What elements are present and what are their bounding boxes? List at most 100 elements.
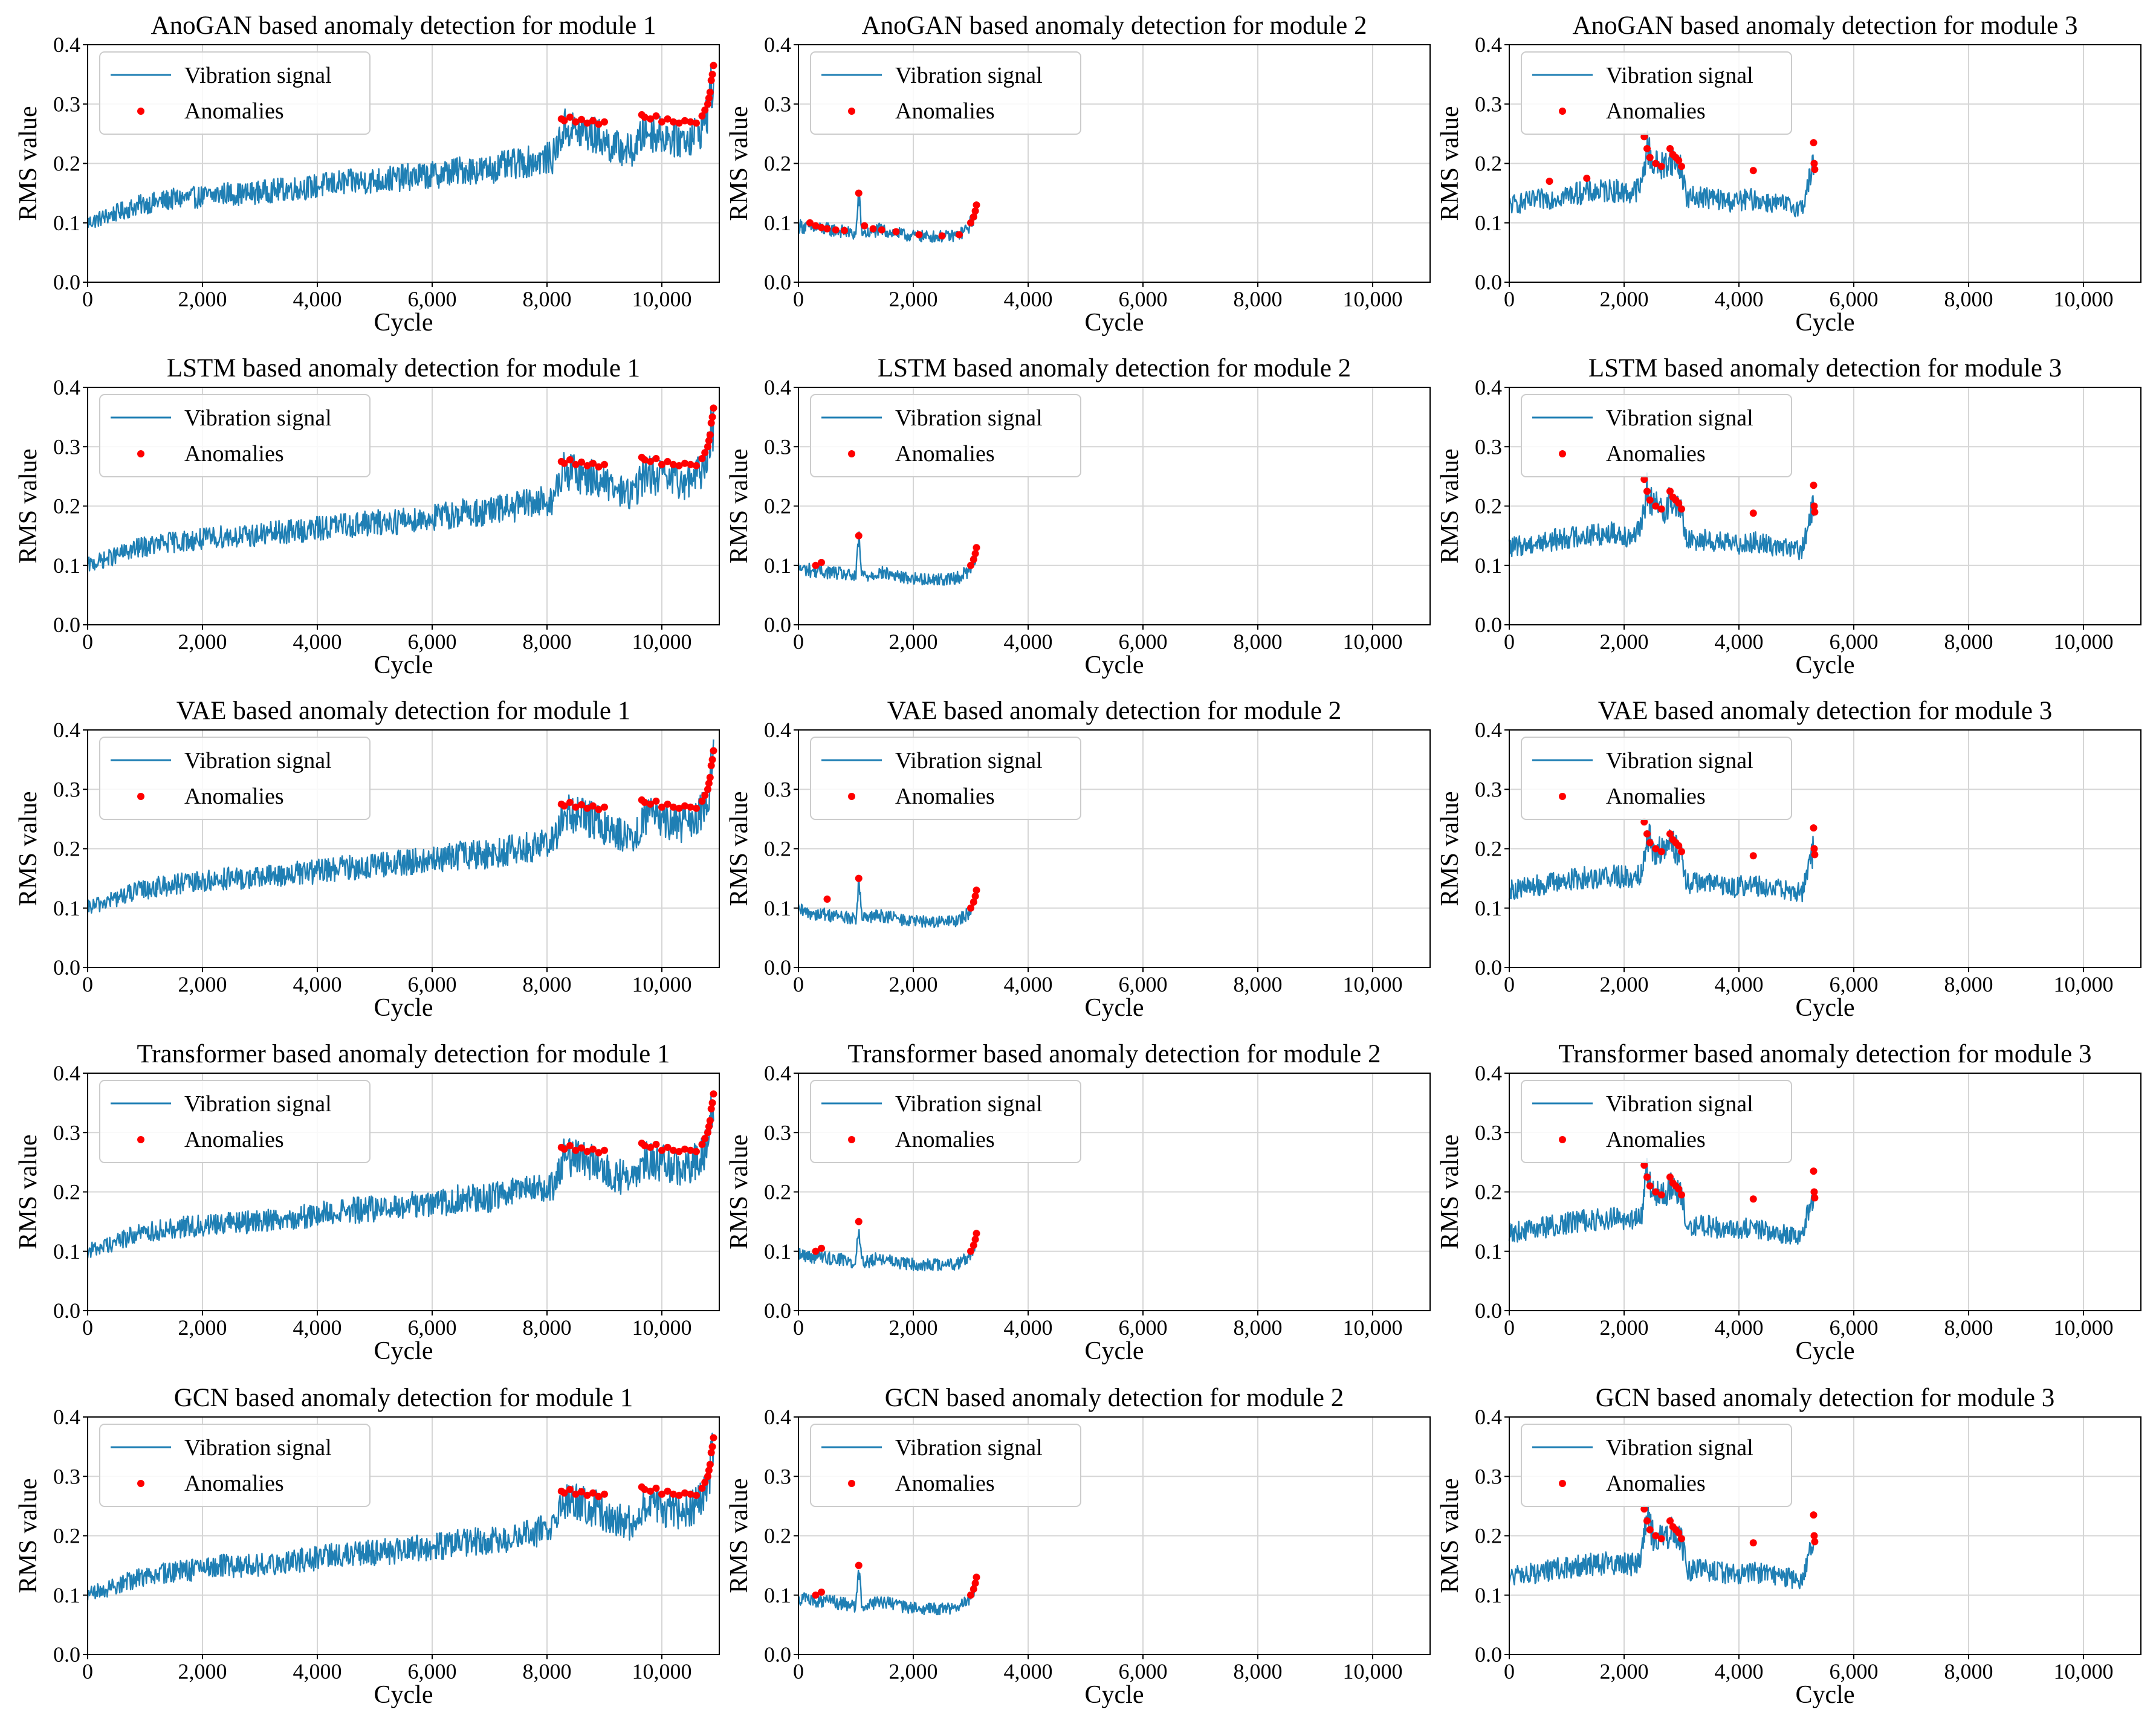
x-tick-label: 10,000 xyxy=(1343,630,1403,654)
anomaly-point xyxy=(1652,845,1660,853)
anomaly-point xyxy=(832,226,840,234)
anomaly-point xyxy=(572,460,580,468)
subplot-title: AnoGAN based anomaly detection for modul… xyxy=(151,11,656,40)
legend: Vibration signal Anomalies xyxy=(810,394,1081,477)
anomaly-point xyxy=(595,120,603,128)
y-tick-label: 0.0 xyxy=(764,613,791,637)
subplot-title: VAE based anomaly detection for module 2 xyxy=(887,697,1342,725)
x-tick-label: 10,000 xyxy=(1343,1659,1403,1683)
anomaly-point xyxy=(1749,852,1757,860)
y-tick-label: 0.1 xyxy=(764,1239,791,1264)
vibration-signal-line xyxy=(1508,1505,1814,1590)
anomaly-point xyxy=(812,222,820,230)
legend-label-signal: Vibration signal xyxy=(895,1435,1043,1460)
legend: Vibration signal Anomalies xyxy=(810,737,1081,820)
anomaly-point xyxy=(1643,144,1651,152)
subplot-title: AnoGAN based anomaly detection for modul… xyxy=(862,11,1367,40)
x-tick-label: 2,000 xyxy=(178,630,227,654)
legend-label-anomalies: Anomalies xyxy=(1606,1127,1706,1152)
x-tick-label: 0 xyxy=(82,630,93,654)
x-tick-label: 2,000 xyxy=(889,1659,938,1683)
y-tick-label: 0.4 xyxy=(764,718,791,742)
vibration-signal-line xyxy=(1508,824,1814,903)
anomaly-point xyxy=(967,904,974,912)
x-tick-label: 10,000 xyxy=(632,630,692,654)
y-axis-label: RMS value xyxy=(15,1478,42,1593)
anomaly-point xyxy=(706,1117,714,1125)
anomaly-point xyxy=(1652,1532,1660,1540)
x-tick-label: 6,000 xyxy=(1830,630,1879,654)
x-tick-label: 4,000 xyxy=(1715,972,1764,996)
y-tick-label: 0.3 xyxy=(53,777,80,801)
legend-label-anomalies: Anomalies xyxy=(895,1127,995,1152)
anomaly-point xyxy=(578,801,585,809)
anomaly-point xyxy=(560,1489,568,1497)
x-tick-label: 6,000 xyxy=(1119,1315,1168,1340)
y-axis-label: RMS value xyxy=(725,448,753,563)
anomaly-point xyxy=(658,460,665,468)
vibration-signal-line xyxy=(797,531,977,586)
legend-label-anomalies: Anomalies xyxy=(184,441,284,466)
y-tick-label: 0.3 xyxy=(1475,92,1502,116)
subplot-anogan-module-1: AnoGAN based anomaly detection for modul… xyxy=(15,11,720,337)
anomaly-point xyxy=(652,454,660,462)
y-tick-label: 0.3 xyxy=(53,1120,80,1144)
legend-label-signal: Vibration signal xyxy=(1606,748,1753,773)
anomaly-point xyxy=(641,113,649,121)
anomaly-point xyxy=(705,437,713,445)
x-tick-label: 6,000 xyxy=(408,287,457,311)
y-tick-label: 0.1 xyxy=(53,211,80,235)
vibration-signal-line xyxy=(797,879,977,928)
anomaly-point xyxy=(708,756,716,764)
legend-label-anomalies: Anomalies xyxy=(184,1471,284,1496)
anomaly-point xyxy=(1652,1188,1660,1196)
anomaly-point xyxy=(1675,1185,1683,1193)
anomaly-point xyxy=(658,1146,665,1154)
anomaly-point xyxy=(1640,1161,1648,1169)
anomaly-point xyxy=(1646,1526,1654,1534)
anomaly-point xyxy=(675,804,683,812)
subplot-vae-module-3: VAE based anomaly detection for module 3… xyxy=(1436,697,2141,1022)
y-axis-label: RMS value xyxy=(725,106,753,221)
anomaly-point xyxy=(670,803,677,811)
anomaly-point xyxy=(675,119,683,127)
anomaly-point xyxy=(705,1467,713,1474)
anomaly-point xyxy=(1643,1173,1651,1181)
y-tick-label: 0.2 xyxy=(53,152,80,176)
legend-box xyxy=(99,1424,371,1507)
anomaly-point xyxy=(970,555,977,563)
x-tick-label: 2,000 xyxy=(1600,1659,1649,1683)
anomaly-point xyxy=(578,1488,585,1496)
anomaly-point xyxy=(938,232,946,240)
anomaly-point xyxy=(566,113,574,121)
vibration-signal-line xyxy=(1509,131,1814,218)
anomaly-point xyxy=(971,1580,979,1587)
y-tick-label: 0.3 xyxy=(764,92,791,116)
y-tick-label: 0.4 xyxy=(764,1061,791,1085)
x-tick-label: 8,000 xyxy=(523,1315,572,1340)
subplot-title: LSTM based anomaly detection for module … xyxy=(878,354,1351,382)
anomaly-point xyxy=(698,797,706,805)
legend-anomaly-swatch xyxy=(137,108,144,115)
legend-label-anomalies: Anomalies xyxy=(895,1471,995,1496)
anomaly-point xyxy=(1666,487,1674,495)
subplot-vae-module-1: VAE based anomaly detection for module 1… xyxy=(15,697,720,1022)
anomaly-point xyxy=(589,1489,597,1497)
subplot-title: VAE based anomaly detection for module 1 xyxy=(176,697,631,725)
legend-label-signal: Vibration signal xyxy=(895,1091,1043,1117)
legend-label-signal: Vibration signal xyxy=(895,405,1043,431)
anomaly-point xyxy=(601,1490,608,1498)
y-tick-label: 0.0 xyxy=(764,955,791,980)
anomaly-point xyxy=(601,460,608,468)
anomaly-point xyxy=(675,1147,683,1155)
anomaly-point xyxy=(704,1473,711,1480)
y-tick-label: 0.2 xyxy=(1475,152,1502,176)
x-tick-label: 10,000 xyxy=(2054,972,2114,996)
x-tick-label: 6,000 xyxy=(408,630,457,654)
anomaly-point xyxy=(704,786,711,793)
x-axis-label: Cycle xyxy=(1085,1337,1144,1365)
legend-box xyxy=(1521,737,1792,820)
subplot-title: GCN based anomaly detection for module 1 xyxy=(174,1384,633,1412)
legend-label-anomalies: Anomalies xyxy=(184,98,284,124)
x-tick-label: 10,000 xyxy=(632,972,692,996)
